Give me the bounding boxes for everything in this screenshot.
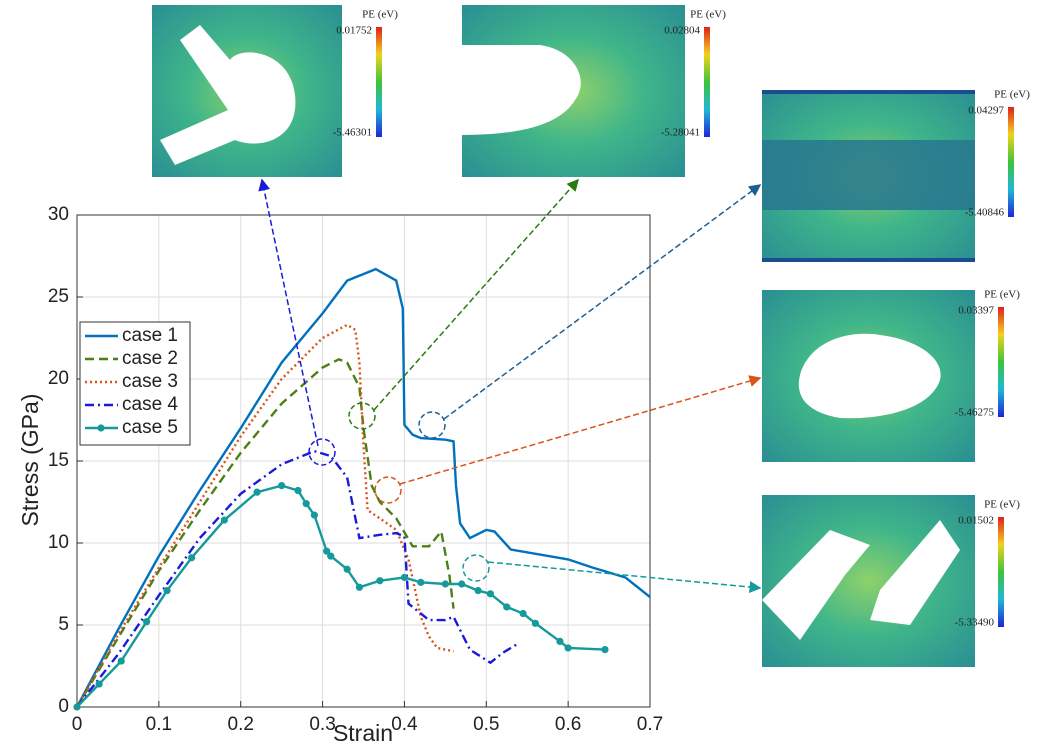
point <box>220 516 228 524</box>
callout-arrow <box>373 178 579 411</box>
legend-box <box>79 321 191 446</box>
colorbar-max: 0.03397 <box>958 305 994 317</box>
inset-void <box>462 45 581 135</box>
highlight-circle <box>462 554 490 582</box>
inset-edge <box>762 90 975 94</box>
point <box>95 680 103 688</box>
colorbar-title: PE (eV) <box>984 499 1020 511</box>
y-tick-label: 5 <box>58 614 69 635</box>
point <box>355 583 364 591</box>
series-line <box>75 358 455 708</box>
inset-edge <box>762 258 975 262</box>
colorbar <box>1008 107 1014 217</box>
inset-band <box>762 140 975 210</box>
colorbar-title: PE (eV) <box>994 89 1030 101</box>
y-tick-label: 30 <box>48 204 69 225</box>
colorbar-max: 0.02804 <box>664 25 700 37</box>
legend-label: case 5 <box>122 417 178 438</box>
point <box>531 619 540 627</box>
highlight-circle <box>374 476 402 504</box>
x-tick-label: 0.4 <box>391 714 418 735</box>
colorbar-min: -5.28041 <box>661 127 700 139</box>
point <box>310 511 318 519</box>
point <box>302 500 310 508</box>
y-tick-label: 10 <box>48 532 69 553</box>
colorbar-title: PE (eV) <box>690 9 726 21</box>
x-tick-label: 0.6 <box>555 714 581 735</box>
highlight-circle <box>308 438 336 466</box>
callout-arrow <box>258 178 319 447</box>
colorbar-max: 0.01502 <box>958 515 994 527</box>
point <box>556 637 564 646</box>
point <box>253 488 261 496</box>
legend-marker <box>97 424 105 432</box>
colorbar-title: PE (eV) <box>362 9 398 21</box>
point <box>601 646 609 654</box>
highlight-circle <box>418 411 446 439</box>
point <box>458 580 466 588</box>
colorbar <box>998 517 1004 627</box>
colorbar-max: 0.04297 <box>968 105 1004 117</box>
colorbar-min: -5.40846 <box>965 207 1005 219</box>
highlight-circle <box>348 402 376 430</box>
point <box>294 486 302 495</box>
y-axis-label: Stress (GPa) <box>17 394 43 527</box>
point <box>163 586 171 595</box>
point <box>441 580 449 588</box>
colorbar-min: -5.46275 <box>955 407 995 419</box>
axes-frame <box>76 214 651 708</box>
point <box>564 644 572 652</box>
legend-label: case 3 <box>122 371 178 392</box>
y-tick-label: 25 <box>48 286 69 307</box>
callout-arrow <box>487 561 762 593</box>
x-tick-label: 0 <box>72 714 83 735</box>
inset-void <box>798 333 941 419</box>
x-tick-label: 0.1 <box>146 714 172 735</box>
colorbar-title: PE (eV) <box>984 289 1020 301</box>
inset-void <box>160 25 296 165</box>
legend-label: case 1 <box>122 325 178 346</box>
point <box>323 547 331 555</box>
legend-label: case 2 <box>122 348 178 369</box>
point <box>503 603 511 611</box>
point <box>327 552 335 560</box>
inset-void <box>762 520 960 640</box>
y-tick-label: 20 <box>48 368 69 389</box>
x-tick-label: 0.5 <box>473 714 499 735</box>
x-tick-label: 0.2 <box>228 714 254 735</box>
point <box>376 577 384 585</box>
x-axis-label: Strain <box>333 720 393 746</box>
y-tick-label: 0 <box>58 696 69 717</box>
point <box>73 703 81 711</box>
point <box>474 586 482 595</box>
colorbar <box>998 307 1004 417</box>
colorbar <box>704 27 710 137</box>
point <box>117 657 125 665</box>
point <box>343 565 351 573</box>
x-tick-label: 0.7 <box>637 714 663 735</box>
series-line <box>75 323 454 708</box>
y-tick-label: 15 <box>48 450 69 471</box>
point <box>188 554 196 562</box>
point <box>519 609 527 618</box>
colorbar-max: 0.01752 <box>336 25 372 37</box>
point <box>400 573 409 582</box>
callout-arrow <box>443 184 762 420</box>
point <box>142 618 151 626</box>
colorbar <box>376 27 382 137</box>
series-line <box>75 267 651 708</box>
point <box>278 482 286 490</box>
colorbar-min: -5.33490 <box>955 617 995 629</box>
point <box>486 590 494 598</box>
colorbar-min: -5.46301 <box>333 127 372 139</box>
x-tick-label: 0.3 <box>309 714 335 735</box>
series-line <box>76 449 520 708</box>
legend-label: case 4 <box>122 394 178 415</box>
point <box>417 578 425 586</box>
